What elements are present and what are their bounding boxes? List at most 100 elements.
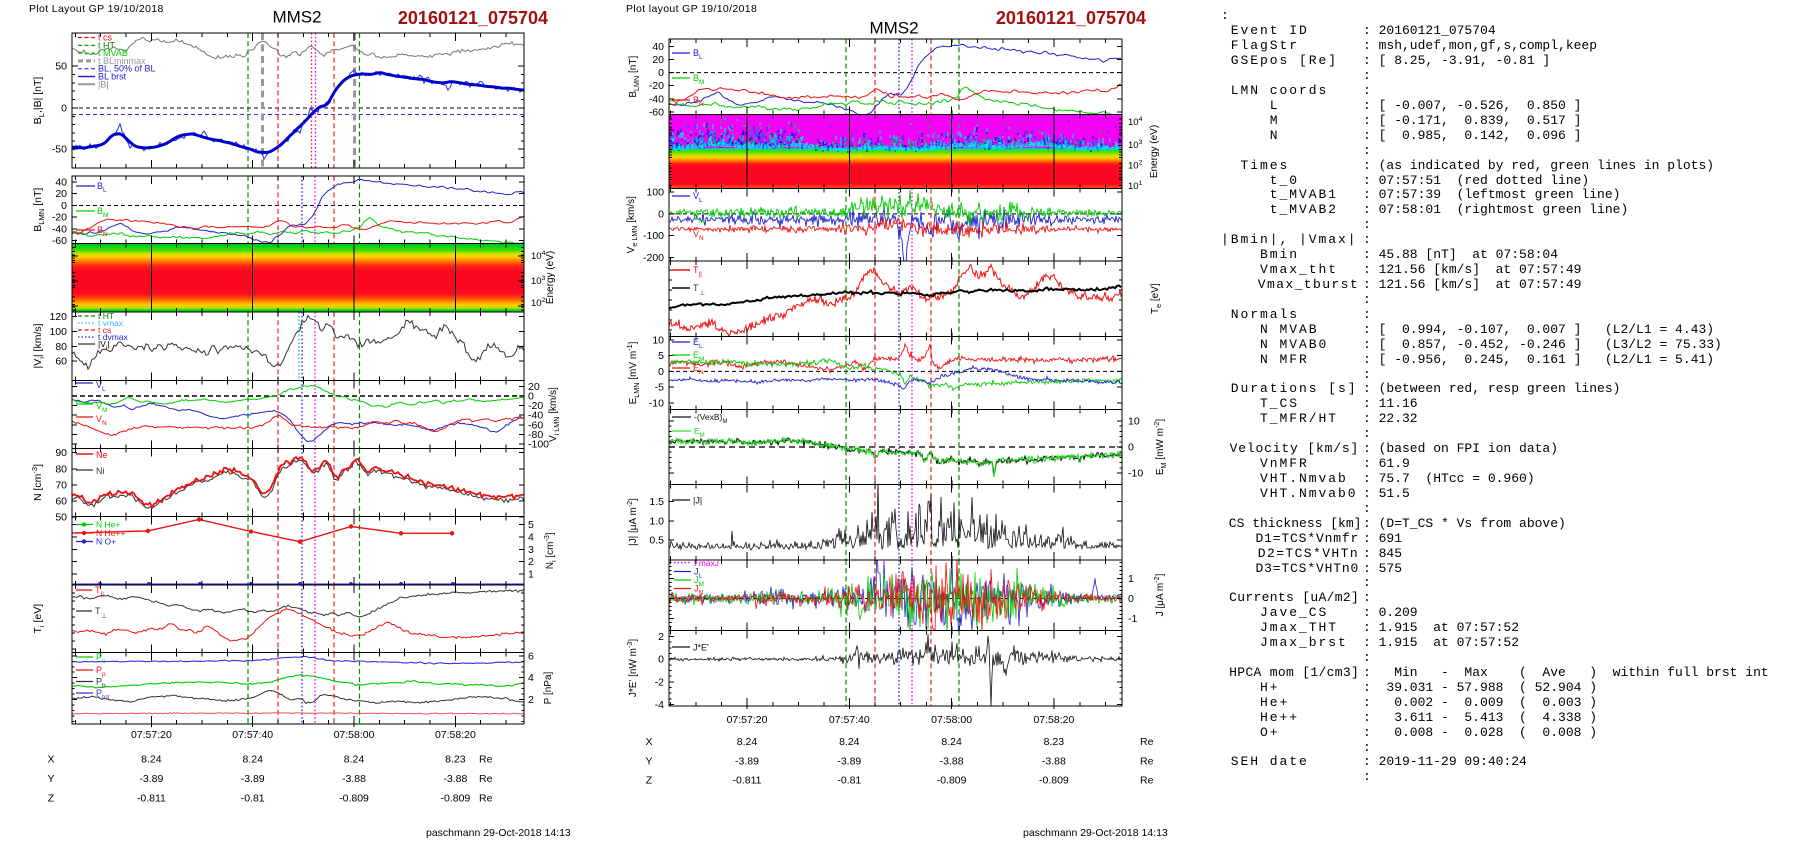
svg-text:4: 4	[528, 672, 534, 684]
svg-text:8.24: 8.24	[839, 736, 860, 748]
svg-text:Te [eV]: Te [eV]	[1150, 283, 1163, 314]
svg-text:8.24: 8.24	[941, 736, 962, 748]
svg-text:50: 50	[55, 512, 67, 524]
svg-text:Z: Z	[646, 775, 653, 787]
svg-text:100: 100	[49, 326, 67, 338]
svg-text:T: T	[95, 606, 101, 616]
svg-text:07:57:40: 07:57:40	[829, 714, 870, 726]
svg-text:20: 20	[528, 381, 540, 393]
svg-text:07:58:20: 07:58:20	[1033, 714, 1074, 726]
svg-text:-60: -60	[528, 419, 543, 431]
svg-text:JN: JN	[694, 584, 704, 597]
svg-text:Re: Re	[479, 754, 493, 766]
svg-text:-0.809: -0.809	[339, 793, 369, 805]
svg-text:50: 50	[55, 61, 67, 73]
svg-text:0: 0	[658, 208, 664, 220]
svg-text:-3.88: -3.88	[940, 756, 964, 768]
svg-text:t MVAB: t MVAB	[98, 48, 128, 58]
svg-text:VN: VN	[693, 229, 704, 242]
svg-text:5: 5	[528, 519, 534, 531]
svg-text:-80: -80	[528, 429, 543, 441]
svg-text:t cs: t cs	[98, 33, 113, 43]
svg-text:-0.809: -0.809	[937, 775, 967, 787]
svg-text:VL: VL	[693, 191, 703, 204]
svg-text:JM: JM	[694, 575, 704, 588]
svg-text:-20: -20	[52, 212, 67, 224]
svg-text:t HT: t HT	[98, 40, 116, 50]
svg-text:-0.809: -0.809	[1039, 775, 1069, 787]
svg-text:P [nPa]: P [nPa]	[543, 671, 554, 704]
svg-text:07:57:20: 07:57:20	[131, 729, 172, 741]
svg-text:-60: -60	[52, 235, 67, 247]
svg-text:t cs: t cs	[98, 325, 111, 335]
svg-text:|B|: |B|	[98, 79, 109, 89]
svg-text:0.5: 0.5	[649, 535, 664, 547]
svg-text:Energy (eV): Energy (eV)	[545, 251, 556, 304]
svg-text:-40: -40	[528, 410, 543, 422]
svg-text:Y: Y	[645, 756, 652, 768]
svg-text:10: 10	[652, 335, 664, 347]
svg-text:0: 0	[61, 103, 67, 115]
svg-text:J*E' [nW m-3]: J*E' [nW m-3]	[625, 639, 639, 698]
svg-text:103: 103	[531, 275, 546, 287]
svg-text:20: 20	[55, 188, 67, 200]
svg-text:90: 90	[55, 447, 67, 459]
svg-text:0: 0	[1128, 442, 1134, 454]
svg-text:BL: BL	[693, 48, 703, 61]
svg-text:-10: -10	[649, 398, 664, 410]
svg-text:BL, 50% of BL: BL, 50% of BL	[98, 64, 156, 74]
svg-text:⊥: ⊥	[699, 290, 705, 297]
svg-text:40: 40	[652, 41, 664, 53]
svg-text:BLMN [nT]: BLMN [nT]	[628, 56, 641, 98]
svg-text:EN: EN	[693, 363, 704, 376]
svg-text:Vi LMN [km/s]: Vi LMN [km/s]	[548, 387, 561, 442]
svg-text:Pe: Pe	[96, 652, 106, 665]
svg-text:Energy (eV): Energy (eV)	[1149, 125, 1160, 178]
svg-text:-200: -200	[643, 252, 664, 264]
svg-text:07:57:40: 07:57:40	[232, 729, 273, 741]
svg-text:-60: -60	[649, 107, 664, 119]
svg-text:MMS2: MMS2	[272, 7, 321, 26]
svg-text:ELMN [mV m-1]: ELMN [mV m-1]	[625, 341, 641, 404]
svg-text:BN: BN	[97, 225, 108, 238]
svg-text:1.5: 1.5	[649, 496, 664, 508]
svg-text:Re: Re	[479, 793, 493, 805]
svg-text:T: T	[693, 283, 699, 293]
svg-text:-3.89: -3.89	[139, 773, 163, 785]
svg-text:t HT: t HT	[98, 311, 114, 321]
svg-text:BL: BL	[97, 181, 107, 194]
svg-text:JL: JL	[694, 567, 703, 580]
svg-text:Re: Re	[479, 773, 493, 785]
svg-text:Z: Z	[48, 793, 55, 805]
svg-text:Ve LMN [km/s]: Ve LMN [km/s]	[626, 196, 639, 254]
svg-text:T||: T||	[95, 585, 104, 598]
svg-text:104: 104	[1128, 116, 1143, 128]
svg-text:3: 3	[528, 544, 534, 556]
svg-text:70: 70	[55, 479, 67, 491]
svg-text:|Vi| [km/s]: |Vi| [km/s]	[32, 323, 46, 368]
svg-text:2: 2	[528, 694, 534, 706]
svg-text:t BLminmax: t BLminmax	[98, 56, 146, 66]
svg-text:-1: -1	[1128, 613, 1137, 625]
svg-text:X: X	[645, 736, 652, 748]
svg-text:120: 120	[49, 311, 67, 323]
svg-text:60: 60	[55, 356, 67, 368]
svg-text:X: X	[47, 754, 54, 766]
svg-text:EM [mW m-2]: EM [mW m-2]	[1152, 419, 1168, 476]
svg-text:0: 0	[658, 654, 664, 666]
svg-text:0: 0	[658, 67, 664, 79]
svg-text:BL,|B| [nT]: BL,|B| [nT]	[32, 77, 46, 125]
svg-text:Y: Y	[47, 773, 54, 785]
svg-text:J [μA m-2]: J [μA m-2]	[1152, 573, 1166, 616]
svg-text:80: 80	[55, 341, 67, 353]
svg-text:-0.81: -0.81	[837, 775, 861, 787]
svg-text:Re: Re	[1140, 756, 1154, 768]
svg-text:104: 104	[531, 250, 546, 262]
svg-text:10: 10	[1128, 416, 1140, 428]
svg-text:07:58:00: 07:58:00	[334, 729, 375, 741]
svg-text:1.0: 1.0	[649, 515, 664, 527]
svg-text:0: 0	[61, 200, 67, 212]
svg-text:|Vi|: |Vi|	[98, 339, 109, 352]
svg-text:VM: VM	[96, 401, 107, 414]
svg-text:-40: -40	[649, 93, 664, 105]
